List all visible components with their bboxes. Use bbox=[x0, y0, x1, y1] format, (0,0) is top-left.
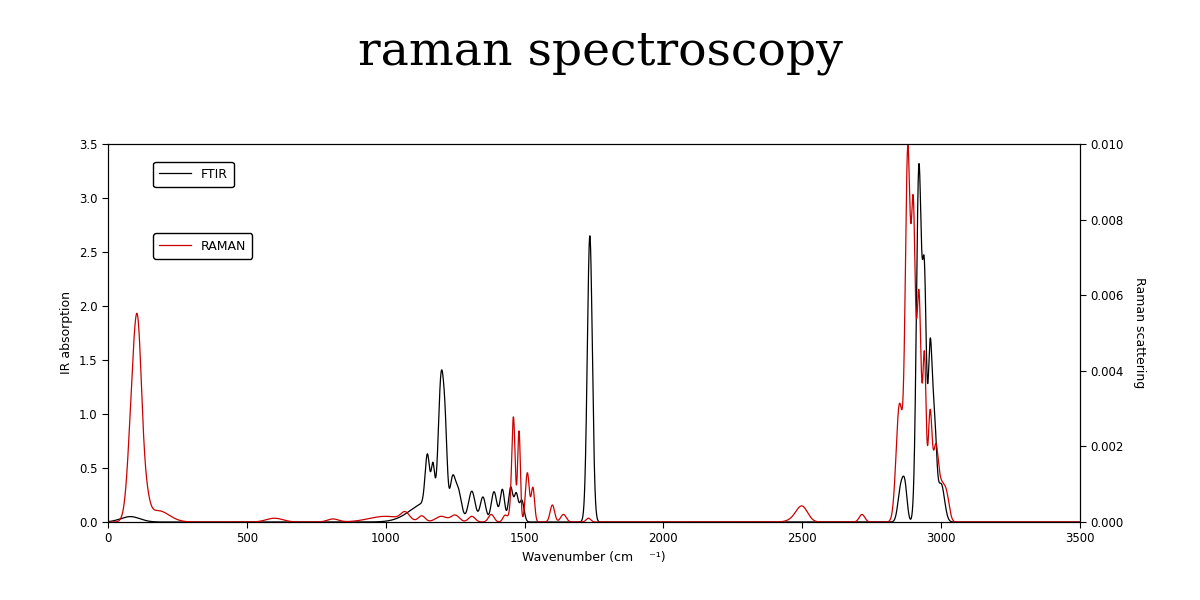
FTIR bbox=[467, 496, 481, 503]
RAMAN bbox=[101, 518, 115, 526]
FTIR bbox=[254, 518, 269, 526]
Line: FTIR: FTIR bbox=[108, 164, 1080, 522]
RAMAN bbox=[1073, 518, 1087, 526]
FTIR bbox=[1073, 518, 1087, 526]
RAMAN bbox=[901, 142, 916, 149]
FTIR bbox=[1063, 518, 1078, 526]
RAMAN bbox=[978, 518, 992, 526]
X-axis label: Wavenumber (cm    ⁻¹): Wavenumber (cm ⁻¹) bbox=[522, 551, 666, 564]
RAMAN bbox=[467, 514, 481, 521]
RAMAN bbox=[328, 515, 342, 523]
RAMAN bbox=[1062, 518, 1076, 526]
FTIR bbox=[323, 518, 337, 526]
FTIR bbox=[912, 160, 926, 167]
Y-axis label: IR absorption: IR absorption bbox=[60, 292, 73, 374]
RAMAN bbox=[323, 516, 337, 523]
FTIR bbox=[978, 518, 992, 526]
FTIR bbox=[101, 518, 115, 525]
RAMAN bbox=[320, 517, 335, 524]
Legend: RAMAN: RAMAN bbox=[154, 233, 252, 259]
Text: raman spectroscopy: raman spectroscopy bbox=[358, 30, 842, 75]
FTIR bbox=[328, 518, 342, 526]
Line: RAMAN: RAMAN bbox=[108, 145, 1080, 522]
RAMAN bbox=[254, 517, 269, 524]
FTIR bbox=[320, 518, 335, 526]
Y-axis label: Raman scattering: Raman scattering bbox=[1133, 277, 1146, 389]
